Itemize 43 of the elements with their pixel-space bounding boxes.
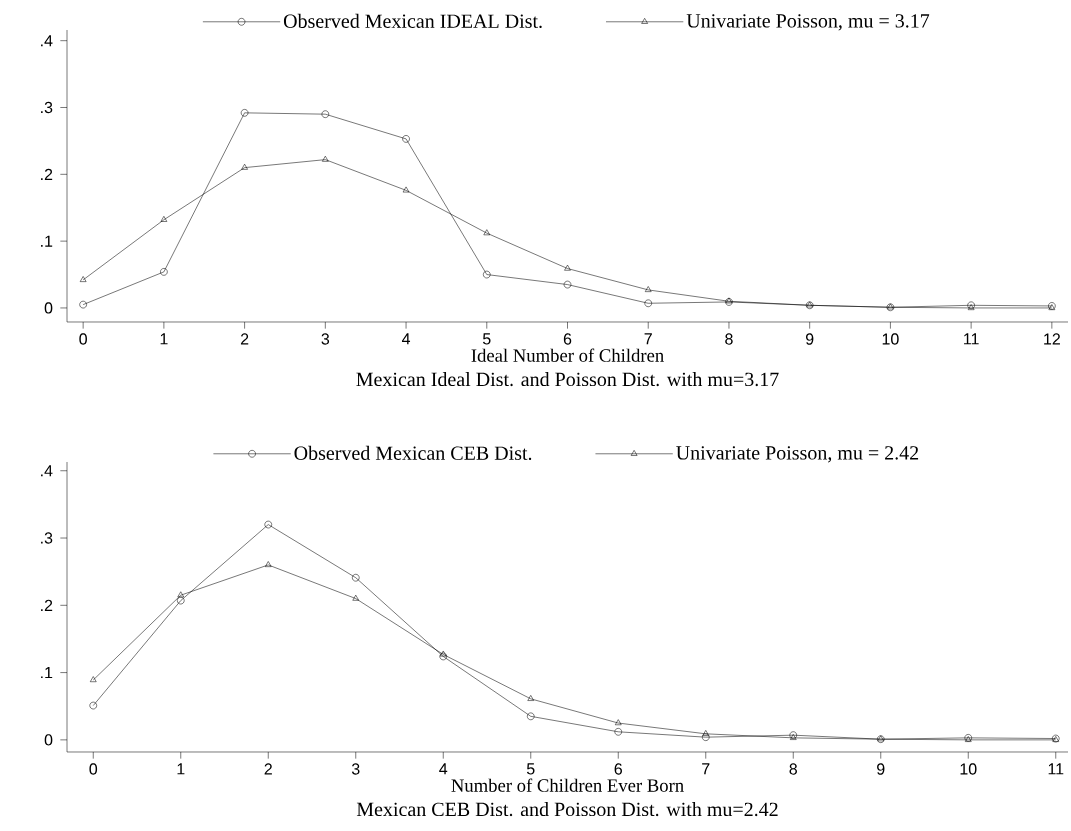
- x-tick-label: 4: [401, 333, 411, 345]
- x-tick-label: 0: [79, 333, 87, 345]
- y-tick-label: .2: [41, 168, 53, 180]
- text: Mexican CEB Dist. and Poisson Dist. with mu=2.42: [356, 802, 778, 817]
- y-tick-label: .1: [41, 235, 53, 247]
- x-tick-label: 5: [482, 333, 491, 345]
- y-tick-label: .3: [41, 101, 53, 114]
- x-tick-label: 6: [614, 763, 622, 775]
- x-tick-label: 8: [725, 333, 733, 345]
- x-tick-label: 7: [702, 763, 710, 775]
- x-tick-label: 11: [964, 333, 979, 345]
- x-tick-label: 11: [1048, 763, 1064, 775]
- legend-label: Observed Mexican IDEAL Dist.: [283, 13, 542, 29]
- text: Mexican Ideal Dist. and Poisson Dist. with mu=3.17: [356, 372, 779, 387]
- y-tick-label: .2: [41, 599, 53, 611]
- x-tick-label: 7: [644, 333, 652, 345]
- x-tick-label: 2: [240, 333, 249, 345]
- x-tick-label: 4: [439, 763, 448, 775]
- y-tick-label: .1: [41, 667, 53, 679]
- x-tick-label: 0: [89, 763, 98, 775]
- y-tick-label: .3: [41, 532, 53, 544]
- y-tick-label: 0: [44, 734, 53, 746]
- x-tick-label: 10: [960, 763, 977, 775]
- legend-label: Univariate Poisson, mu = 2.42: [676, 446, 919, 463]
- x-tick-label: 1: [160, 333, 168, 345]
- x-tick-label: 2: [264, 763, 272, 775]
- x-tick-label: 10: [882, 333, 899, 345]
- x-tick-label: 9: [877, 763, 885, 775]
- x-tick-label: 5: [526, 763, 535, 775]
- y-tick-label: .4: [41, 465, 53, 477]
- x-tick-label: 6: [563, 333, 572, 345]
- x-axis-title: Number of Children Ever Born: [451, 778, 684, 792]
- legend-label: Observed Mexican CEB Dist.: [294, 445, 532, 461]
- y-tick-label: .4: [41, 35, 53, 47]
- legend-label: Univariate Poisson, mu = 3.17: [686, 14, 930, 31]
- x-tick-label: 3: [351, 763, 360, 775]
- x-tick-label: 9: [805, 333, 814, 345]
- x-tick-label: 1: [177, 763, 185, 775]
- x-tick-label: 12: [1044, 333, 1060, 345]
- x-axis-title: Ideal Number of Children: [471, 348, 664, 362]
- y-tick-label: 0: [44, 302, 53, 314]
- x-tick-label: 8: [789, 763, 797, 775]
- x-tick-label: 3: [321, 333, 330, 345]
